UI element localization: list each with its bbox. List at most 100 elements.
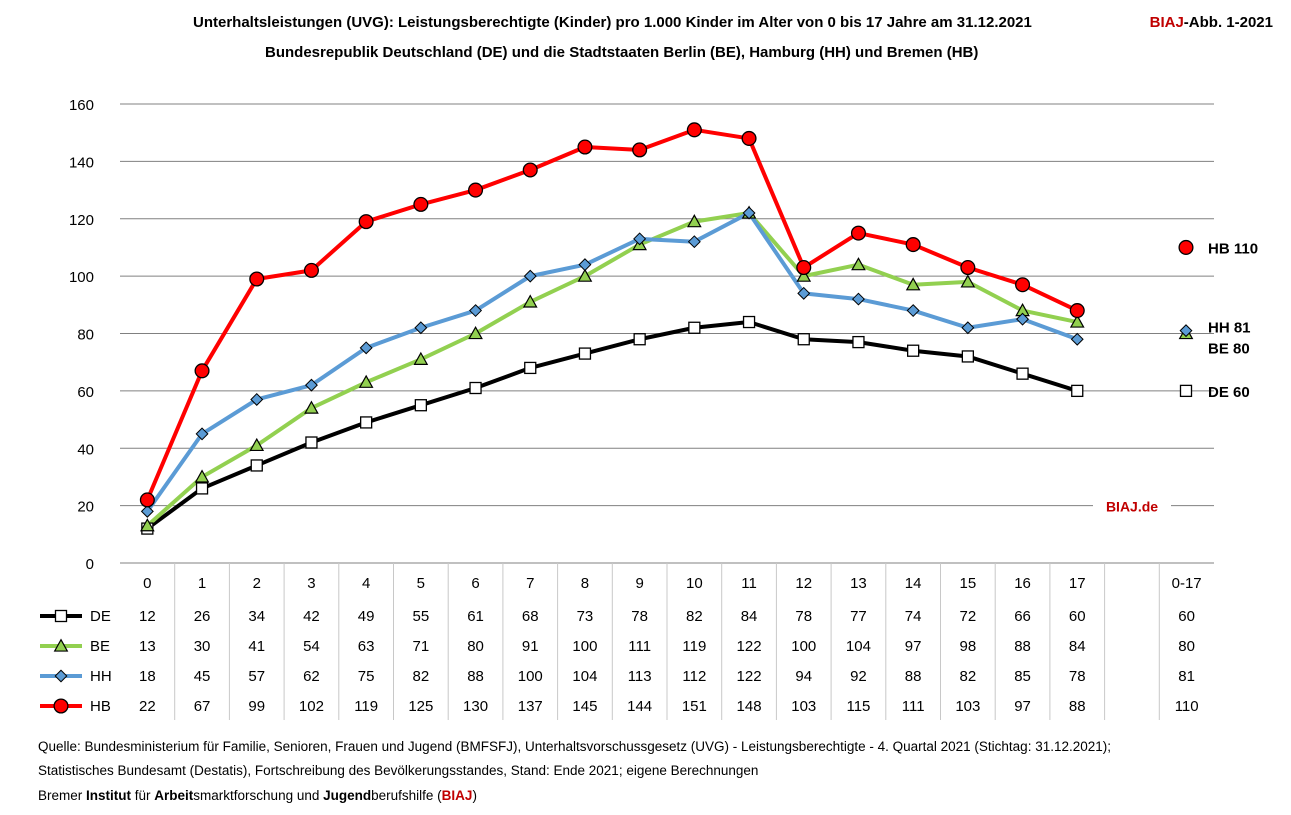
x-tick-label: 9	[635, 575, 643, 592]
point-hb	[303, 262, 319, 278]
table-cell: 18	[139, 668, 156, 685]
point-be	[522, 294, 538, 308]
point-de	[359, 416, 373, 429]
point-be	[468, 325, 483, 340]
table-cell-total: 80	[1178, 638, 1195, 655]
table-cell: 13	[139, 638, 156, 655]
end-labels: DE 60 BE 80 HH 81 HB 110	[1178, 239, 1258, 401]
table-cell: 151	[682, 698, 707, 715]
watermark: BIAJ.de	[1106, 499, 1158, 515]
x-tick-label: 12	[795, 575, 812, 592]
point-be	[194, 469, 210, 483]
point-hh	[195, 427, 209, 441]
table-cell: 148	[737, 698, 762, 715]
table-cell: 88	[905, 668, 922, 685]
table-cell: 98	[960, 638, 977, 655]
x-tick-label: 14	[905, 575, 922, 592]
badge-brand: BIAJ	[1149, 14, 1184, 31]
table-cell: 72	[960, 608, 977, 625]
point-be	[960, 274, 976, 288]
total-marker-de	[1179, 384, 1193, 398]
table-cell: 119	[354, 698, 378, 715]
badge-suffix: -Abb. 1-2021	[1183, 14, 1273, 31]
legend-label-hh: HH	[90, 668, 112, 685]
x-tick-label: 8	[581, 575, 589, 592]
y-tick-label: 80	[77, 327, 94, 344]
source-line-2: Statistisches Bundesamt (Destatis), Fort…	[38, 763, 759, 778]
table-cell: 12	[139, 608, 156, 625]
series-line-hb	[145, 127, 1079, 501]
point-de	[742, 315, 756, 329]
point-hb	[194, 363, 210, 379]
table-cell: 84	[1069, 638, 1086, 655]
point-be	[249, 437, 265, 452]
point-hh	[250, 392, 264, 406]
table-cell: 113	[628, 668, 652, 685]
x-tick-label: 1	[198, 575, 206, 592]
point-hh	[687, 235, 701, 249]
point-hb	[358, 214, 374, 230]
table-cell: 78	[631, 608, 648, 625]
table-cell: 84	[741, 608, 758, 625]
x-tick-label: 0	[143, 575, 151, 592]
point-hb	[850, 225, 866, 241]
point-be	[851, 257, 866, 271]
table-cell: 88	[467, 668, 484, 685]
table-cell: 115	[846, 698, 870, 715]
point-be	[304, 400, 319, 414]
point-hb	[249, 271, 265, 287]
table-cell: 42	[303, 608, 320, 625]
legend-marker-be	[53, 638, 69, 652]
table-cell: 26	[194, 608, 211, 625]
y-tick-label: 40	[77, 441, 94, 458]
table-cell: 62	[303, 668, 320, 685]
table-cell: 30	[194, 638, 211, 655]
point-hb	[1069, 303, 1085, 319]
table-cell: 94	[795, 668, 812, 685]
point-be	[796, 268, 812, 282]
point-hh	[851, 292, 865, 306]
point-hh	[523, 269, 537, 283]
x-tick-label: 4	[362, 575, 370, 592]
point-hb	[796, 259, 812, 276]
y-tick-label: 60	[77, 384, 94, 401]
table-cell: 82	[686, 608, 703, 625]
point-de	[852, 335, 865, 349]
table-cell: 63	[358, 638, 375, 655]
y-tick-label: 100	[69, 269, 94, 286]
table-cell: 111	[628, 638, 651, 655]
x-tick-label: 2	[253, 575, 261, 592]
y-tick-label: 140	[69, 154, 94, 171]
point-hh	[1070, 332, 1084, 346]
x-tick-label: 7	[526, 575, 534, 592]
point-hb	[139, 492, 155, 508]
point-hb	[577, 139, 593, 155]
series-lines	[145, 127, 1079, 531]
table-cell: 77	[850, 608, 867, 625]
point-be	[413, 351, 429, 365]
table-cell: 100	[518, 668, 543, 685]
end-label-de: DE 60	[1208, 384, 1250, 401]
table-cell: 68	[522, 608, 539, 625]
y-axis: 0 20 40 60 80 100 120 140 160	[69, 97, 94, 573]
table-cell: 78	[795, 608, 812, 625]
point-hb	[741, 130, 757, 146]
point-be	[358, 374, 374, 388]
table-cell: 82	[413, 668, 430, 685]
y-tick-label: 20	[77, 499, 94, 516]
point-be	[577, 268, 593, 282]
point-hb	[413, 196, 429, 212]
point-de	[1016, 367, 1029, 380]
table-cell: 122	[737, 638, 762, 655]
legend-label-de: DE	[90, 608, 111, 625]
series-line-be	[146, 211, 1078, 528]
legend-marker-de	[54, 609, 68, 623]
x-tick-label: 3	[307, 575, 315, 592]
table-cell: 99	[248, 698, 265, 715]
table-cell: 82	[960, 668, 977, 685]
point-hh	[469, 304, 483, 318]
point-de	[907, 344, 920, 357]
point-hb	[1015, 277, 1031, 293]
y-tick-label: 120	[69, 212, 94, 229]
table-cell-total: 110	[1175, 698, 1199, 715]
